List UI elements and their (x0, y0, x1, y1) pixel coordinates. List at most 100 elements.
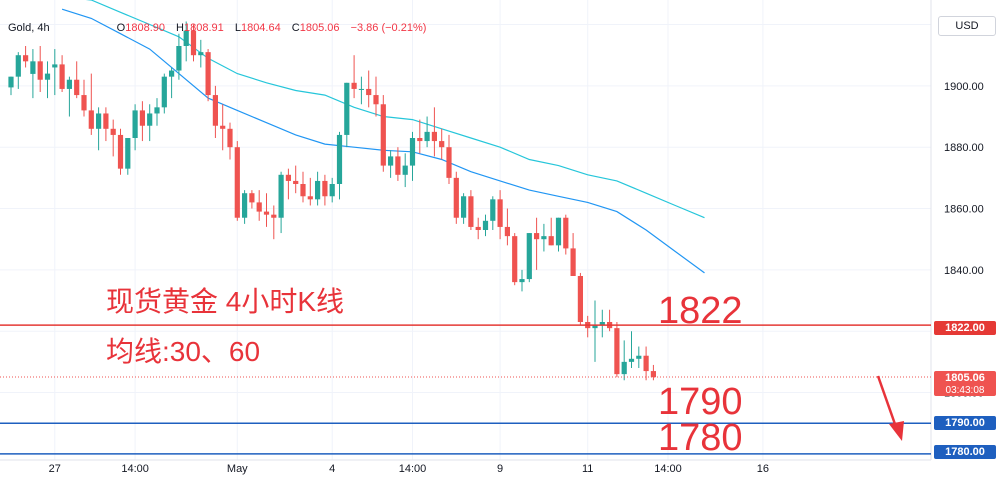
candle-body (526, 233, 532, 280)
candle-body (81, 95, 87, 111)
candle-up (147, 104, 153, 142)
candle-body (417, 138, 423, 142)
candle-body (599, 322, 605, 326)
candle-body (23, 55, 29, 62)
candle-body (220, 125, 226, 129)
candle-up (599, 309, 605, 338)
candle-up (315, 171, 321, 206)
candle-up (461, 193, 467, 224)
moving-average-annotation: 均线:30、60 (106, 336, 261, 367)
candle-down (534, 217, 540, 270)
candle-down (23, 46, 29, 68)
candle-body (176, 46, 182, 71)
candle-body (373, 95, 379, 105)
candle-body (242, 193, 248, 218)
candle-down (431, 107, 437, 157)
close-value: 1805.06 (299, 22, 340, 34)
candle-up (424, 116, 430, 148)
candle-body (636, 355, 642, 359)
candle-body (307, 196, 313, 200)
candle-down (249, 190, 255, 209)
candle-down (220, 104, 226, 151)
candle-down (37, 46, 43, 92)
candle-up (15, 52, 21, 89)
change-value: −3.86 (−0.21%) (350, 22, 427, 34)
candle-body (512, 236, 518, 283)
candle-down (417, 119, 423, 154)
candle-body (621, 361, 627, 375)
candles (8, 21, 656, 381)
candle-down (88, 73, 94, 135)
candle-up (66, 76, 72, 117)
candle-down (373, 76, 379, 117)
close-label: C (291, 22, 300, 34)
candle-up (278, 171, 284, 234)
chart-title-annotation: 现货黄金 4小时K线 (106, 286, 345, 317)
candle-body (139, 110, 145, 126)
candle-down (110, 119, 116, 157)
candle-down (351, 55, 357, 99)
high-label: H (176, 22, 184, 34)
candle-body (453, 177, 459, 218)
candle-up (8, 76, 14, 96)
candle-body (358, 88, 364, 90)
candle-body (431, 131, 437, 142)
candle-body (154, 107, 160, 114)
candle-down (512, 233, 518, 286)
candle-up (541, 223, 547, 252)
candle-down (577, 272, 583, 326)
candle-body (570, 248, 576, 276)
level-1780-annotation: 1780 (658, 417, 743, 459)
down-arrow-icon (876, 375, 904, 441)
price-tick-label: 1840.00 (944, 265, 984, 277)
candle-down (263, 193, 270, 227)
candle-body (490, 199, 496, 221)
candle-up (169, 67, 175, 99)
candle-up (154, 98, 160, 126)
time-tick-label: 11 (582, 463, 593, 475)
candle-body (628, 358, 635, 362)
candle-down (59, 55, 65, 92)
candle-up (52, 49, 58, 96)
candle-body (344, 82, 350, 135)
candle-body (52, 64, 58, 68)
time-tick-label: 14:00 (121, 463, 149, 475)
candle-body (285, 174, 291, 181)
candle-down (322, 174, 328, 206)
price-tick-label: 1880.00 (944, 142, 984, 154)
candle-body (519, 279, 525, 283)
candle-down (205, 49, 211, 102)
time-tick-label: 9 (497, 463, 503, 475)
candle-down (234, 141, 240, 221)
candle-body (44, 73, 51, 80)
level-1822-annotation: 1822 (658, 290, 743, 332)
bar-countdown: 03:43:08 (945, 385, 985, 396)
candle-body (482, 220, 489, 230)
candle-up (388, 150, 394, 178)
candle-body (161, 76, 167, 108)
candle-body (271, 214, 277, 218)
candle-up (125, 138, 131, 175)
candle-body (497, 199, 503, 227)
candle-down (227, 122, 233, 160)
candle-body (66, 79, 72, 89)
candle-body (183, 30, 189, 46)
candle-body (249, 193, 255, 203)
price-tick-label: 1860.00 (944, 204, 984, 216)
currency-button[interactable]: USD (938, 16, 996, 36)
candle-body (110, 128, 116, 135)
candle-up (621, 340, 627, 381)
low-value: 1804.64 (240, 22, 281, 34)
candle-down (300, 171, 306, 203)
candle-body (263, 211, 270, 215)
candle-body (439, 141, 445, 148)
candle-body (461, 196, 467, 218)
candle-body (329, 184, 335, 197)
candle-body (147, 113, 153, 126)
candle-up (44, 61, 51, 99)
candle-body (643, 355, 649, 372)
candle-down (103, 107, 109, 142)
candle-body (117, 134, 124, 169)
